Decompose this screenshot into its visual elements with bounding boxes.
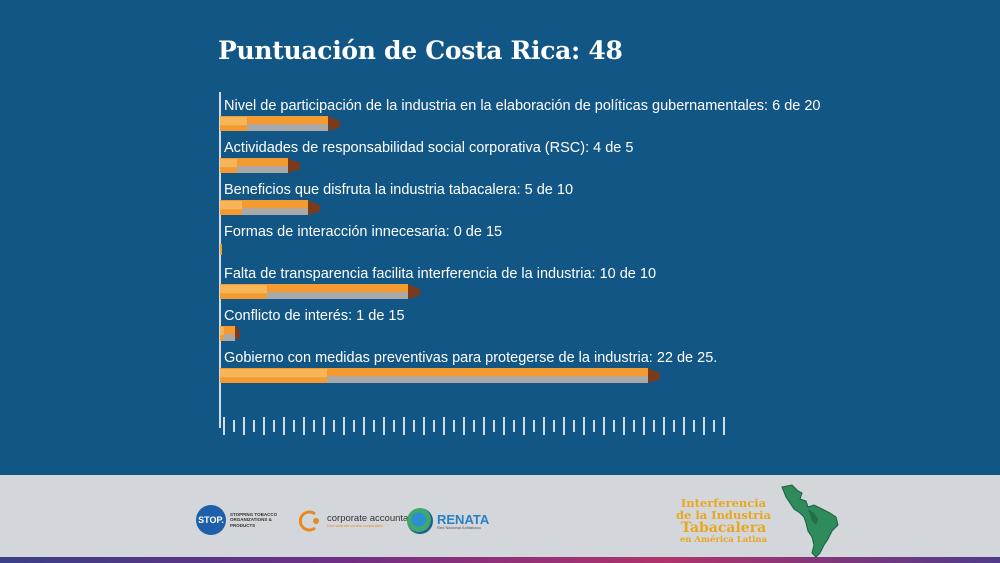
stop-logo-circle: STOP. [196, 505, 226, 535]
bar-label: Falta de transparencia facilita interfer… [224, 266, 656, 282]
itla-line-1: Interferencia [680, 496, 767, 510]
bar-pencil-tip [235, 326, 240, 341]
corporate-accountability-tagline: Una vida sin control corporativo [327, 522, 384, 528]
bar-shadow [247, 124, 328, 131]
latin-america-map-icon [781, 484, 839, 558]
bar-label: Beneficios que disfruta la industria tab… [224, 182, 573, 198]
bar-pencil-tip [648, 368, 660, 383]
itla-line-2: de la Industria [676, 508, 771, 523]
bar-shadow [327, 376, 648, 383]
bar-highlight [220, 201, 242, 210]
bar-pencil-tip [308, 200, 320, 215]
bar-highlight [220, 117, 247, 126]
renata-name: RENATA [437, 511, 490, 527]
corporate-accountability-logo: corporate accountability Una vida sin co… [298, 508, 427, 534]
bar-highlight [220, 327, 224, 336]
bar-label: Formas de interacción innecesaria: 0 de … [224, 224, 502, 240]
corporate-accountability-icon [298, 508, 324, 534]
renata-logo: RENATA Red Nacional Antitabaco [407, 508, 489, 534]
footer-stripe [0, 557, 1000, 563]
corporate-accountability-name: corporate accountability [327, 512, 428, 524]
bar-label: Conflicto de interés: 1 de 15 [224, 308, 405, 324]
renata-tagline: Red Nacional Antitabaco [437, 524, 481, 530]
bar-pencil-tip [328, 116, 340, 131]
bar-label: Gobierno con medidas preventivas para pr… [224, 350, 717, 366]
footer-panel [0, 475, 1000, 563]
bar-label: Actividades de responsabilidad social co… [224, 140, 633, 156]
slide-top-panel [0, 0, 1000, 475]
bar-pencil-tip [408, 284, 420, 299]
stop-logo: STOP. STOPPING TOBACCO ORGANIZATIONS & P… [196, 505, 288, 535]
itla-line-4: en América Latina [679, 534, 768, 545]
bar [220, 244, 222, 255]
itla-line-3: Tabacalera [680, 520, 767, 537]
bar-highlight [220, 159, 237, 168]
stop-logo-tagline: STOPPING TOBACCO ORGANIZATIONS & PRODUCT… [230, 511, 278, 528]
bar-chart: Nivel de participación de la industria e… [219, 92, 821, 435]
itla-logo-text: Interferencia de la Industria Tabacalera… [666, 497, 781, 545]
bar-highlight [220, 369, 327, 378]
bar-pencil-tip [288, 158, 300, 173]
bar-shadow [242, 208, 308, 215]
bar-shadow [237, 166, 288, 173]
chart-title: Puntuación de Costa Rica: 48 [218, 36, 623, 65]
bar-shadow [267, 292, 408, 299]
bar-shadow [223, 334, 235, 341]
renata-globe-icon [407, 508, 433, 534]
bar-highlight [220, 285, 267, 294]
bar-label: Nivel de participación de la industria e… [224, 98, 821, 114]
